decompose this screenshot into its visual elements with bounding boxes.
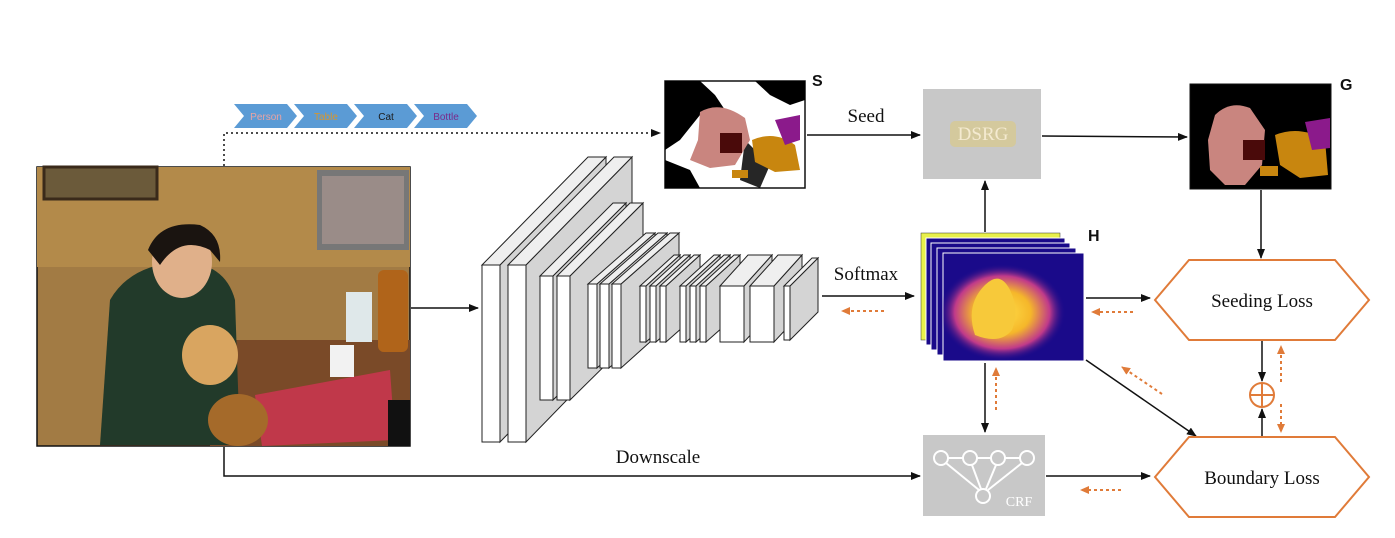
heatmap-blob [971, 278, 1016, 339]
crf-graph-icon [933, 450, 1035, 504]
refined-cat [1243, 140, 1265, 160]
seeding-loss-label: Seeding Loss [1211, 291, 1313, 312]
boundary-diagonal-backprop-arrow [1121, 366, 1163, 395]
image-tags: Person Table Cat Bottle [234, 104, 477, 128]
crf-box: CRF [923, 435, 1045, 516]
refined-person [1208, 105, 1265, 185]
dsrg-box: DSRG [923, 89, 1041, 179]
tag-label-cat: Cat [378, 112, 394, 123]
heatmap-stack: H [920, 228, 1100, 362]
seed-arrow-label: Seed [848, 106, 885, 127]
sum-node [1249, 382, 1275, 408]
seed-table [752, 136, 800, 172]
dsrg-to-g-arrow [1041, 132, 1188, 141]
person [100, 262, 240, 445]
heatmap-label: H [1088, 228, 1100, 245]
seed-cat [720, 133, 742, 153]
boundary-loss-label: Boundary Loss [1204, 468, 1320, 489]
tag-label-bottle: Bottle [433, 112, 459, 123]
seeding-loss-node: Seeding Loss [1153, 259, 1371, 341]
refined-map: G [1189, 77, 1352, 190]
softmax-arrow-label: Softmax [834, 264, 899, 285]
cnn-network [480, 155, 820, 444]
dsrg-label: DSRG [958, 124, 1009, 145]
tag-person: Person [234, 104, 297, 128]
downscale-arrow-label: Downscale [616, 447, 700, 468]
downscale-arrow [223, 447, 921, 480]
tag-label-table: Table [314, 112, 338, 123]
tablecloth [255, 370, 395, 446]
cat [182, 325, 238, 385]
seed-map: S [664, 73, 823, 189]
bottle [378, 270, 408, 352]
heatmap-to-boundary-loss-arrow [1085, 359, 1197, 437]
refined-map-label: G [1340, 77, 1352, 94]
milk-carton [346, 292, 372, 342]
tags-to-seed-dotted-arrow [223, 129, 661, 166]
crf-label: CRF [1006, 495, 1033, 510]
seed-map-label: S [812, 73, 823, 90]
bowl [208, 394, 268, 446]
refined-bottle [1305, 118, 1330, 150]
seed-bottle [775, 115, 800, 145]
tag-table: Table [294, 104, 357, 128]
tag-bottle: Bottle [414, 104, 477, 128]
tag-cat: Cat [354, 104, 417, 128]
tag-label-person: Person [250, 112, 282, 123]
boundary-loss-node: Boundary Loss [1153, 436, 1371, 518]
input-image [36, 165, 411, 447]
